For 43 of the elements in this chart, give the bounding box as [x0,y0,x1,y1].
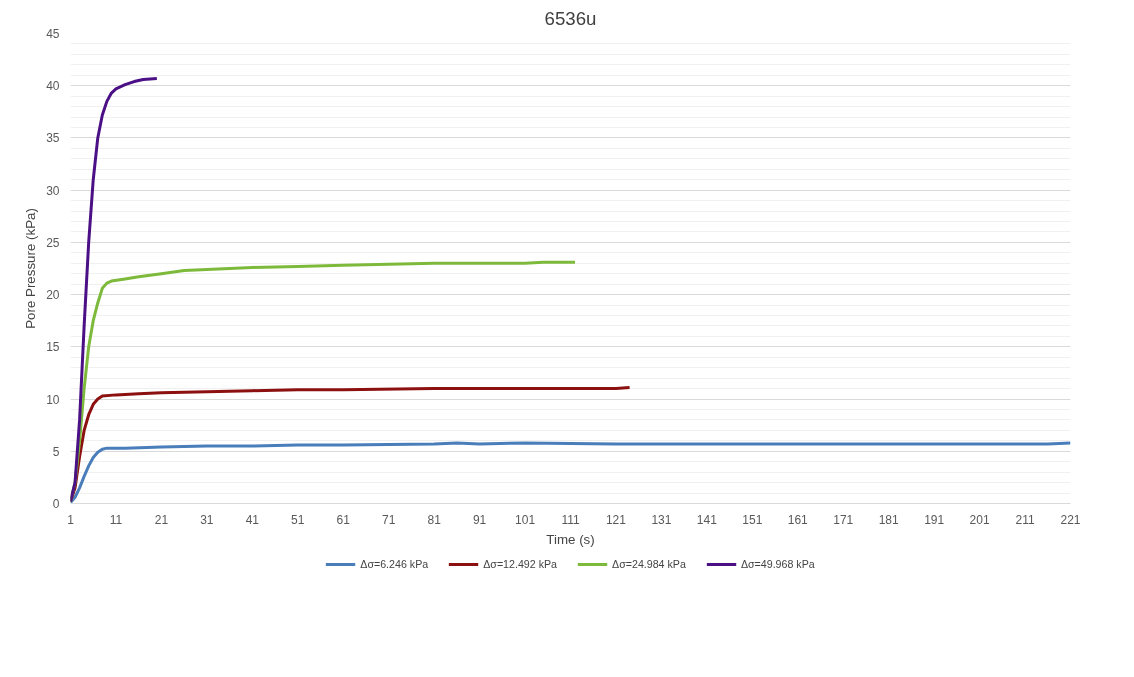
x-tick-label: 31 [200,512,214,527]
x-tick-label: 211 [1015,512,1035,527]
x-tick-label: 41 [245,512,260,527]
x-tick-label: 221 [1060,512,1081,527]
legend-label: Δσ=6.246 kPa [360,558,429,570]
x-tick-label: 51 [291,512,305,527]
x-tick-label: 191 [924,512,945,527]
y-tick-label: 10 [46,392,60,407]
x-tick-label: 141 [696,512,718,527]
line-series [70,76,159,503]
x-axis-title: Time (s) [546,531,595,547]
x-tick-label: 1 [67,512,75,527]
x-tick-label: 131 [651,512,672,527]
x-tick-label: 171 [833,512,854,527]
y-tick-label: 40 [46,79,60,94]
y-tick-label: 15 [46,340,60,355]
y-axis-title: Pore Pressure (kPa) [23,208,39,329]
line-series [70,386,632,503]
y-tick-label: 35 [46,131,60,146]
x-tick-label: 181 [878,512,900,527]
y-tick-label: 20 [46,288,60,303]
x-tick-label: 101 [515,512,536,527]
x-tick-label: 71 [382,512,396,527]
y-tick-label: 45 [46,27,60,41]
chart-title: 6536u [544,7,597,29]
y-tick-label: 5 [52,444,60,459]
x-tick-label: 81 [427,512,442,527]
y-tick-label: 0 [52,497,60,511]
legend-label: Δσ=12.492 kPa [483,558,558,570]
y-tick-label: 25 [46,235,60,250]
x-tick-label: 161 [787,512,809,527]
x-tick-label: 111 [561,512,580,527]
x-tick-label: 61 [336,512,351,527]
x-tick-label: 11 [109,512,123,527]
y-tick-label: 30 [46,183,60,198]
legend-label: Δσ=49.968 kPa [740,558,815,570]
x-tick-label: 121 [605,512,627,527]
x-tick-label: 91 [472,512,487,527]
x-tick-label: 151 [742,512,763,527]
x-tick-label: 201 [969,512,990,527]
x-tick-label: 21 [154,512,169,527]
legend-label: Δσ=24.984 kPa [612,558,686,570]
line-series [70,441,1071,504]
